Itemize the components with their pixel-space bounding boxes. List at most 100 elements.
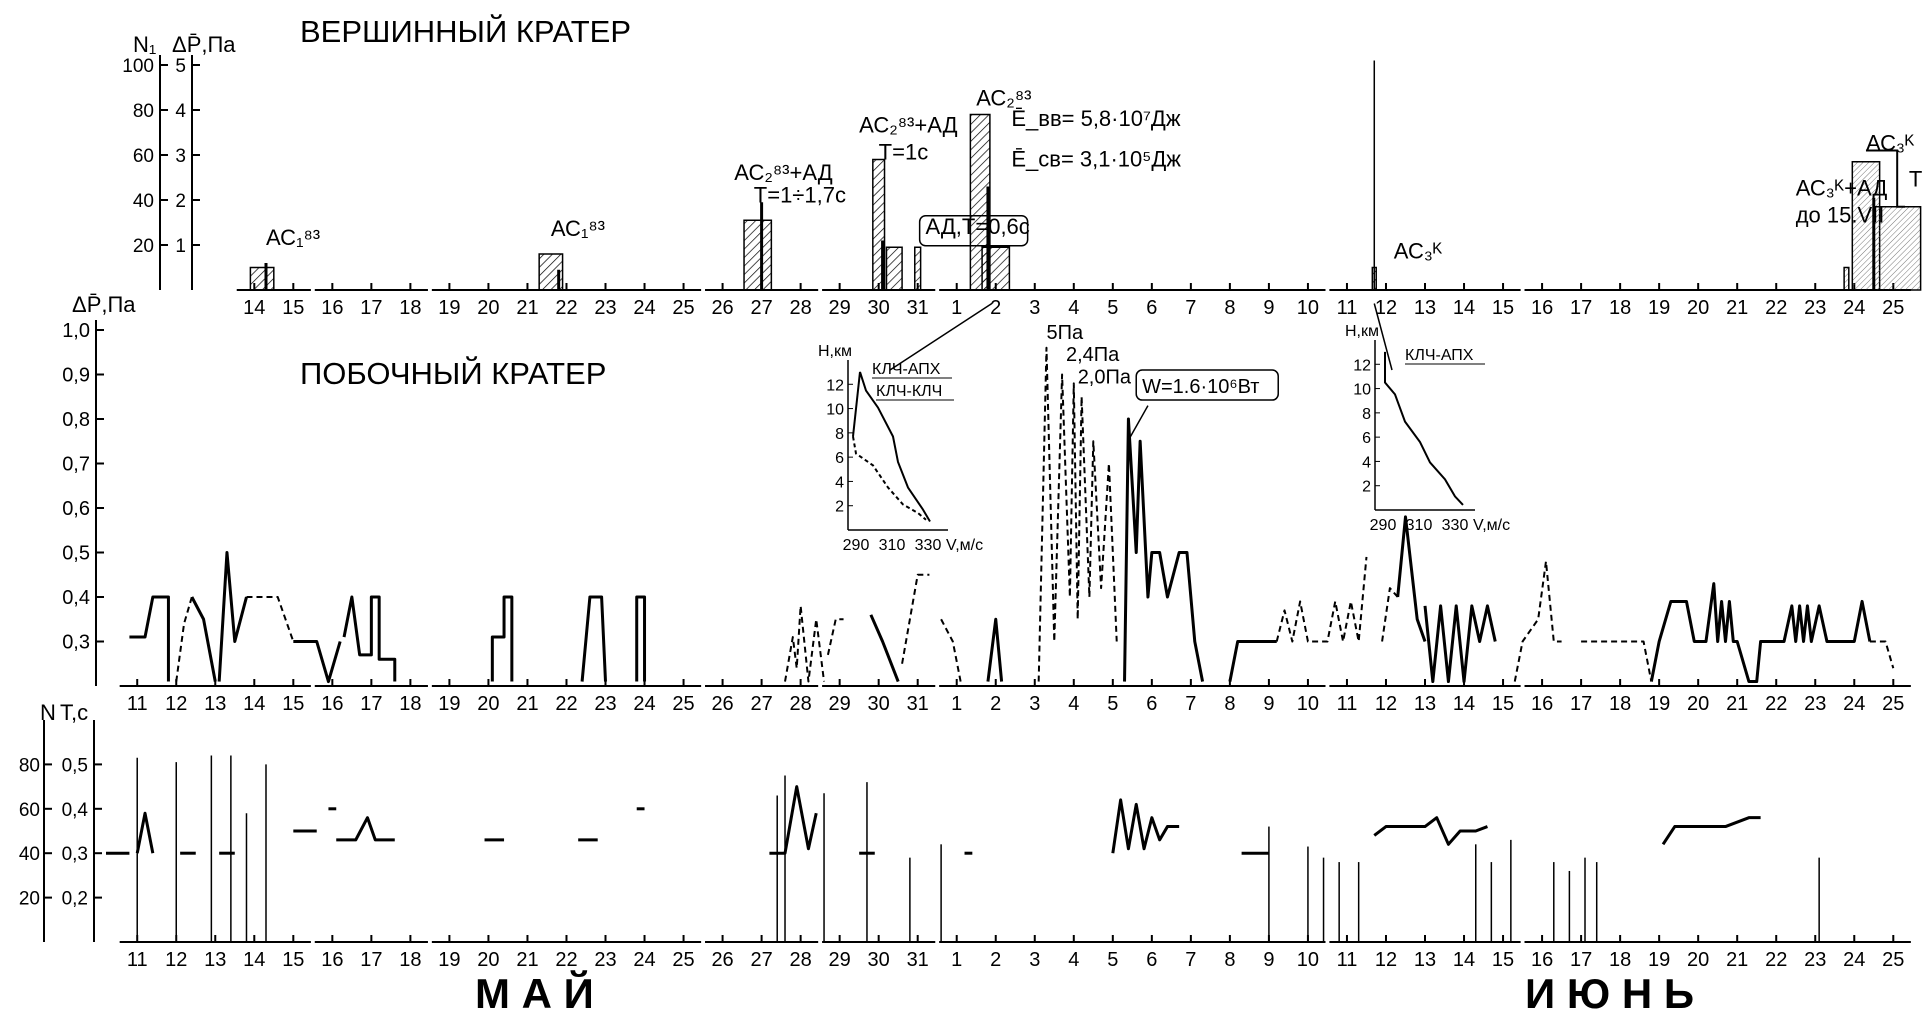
summit-x-tick-label: 29 [829,297,851,319]
inset-profile-line [1384,351,1464,506]
summit-x-tick-label: 30 [868,297,890,319]
inset-y-tick-label: 12 [826,377,844,394]
side-y-tick-label: 0,4 [62,587,90,609]
inset-y-tick-label: 6 [1362,430,1371,447]
summit-x-tick-label: 23 [1804,297,1826,319]
inset-y-axis-label: Н,км [818,343,852,360]
bottom-x-tick-label: 10 [1297,949,1319,971]
side-y-tick-label: 0,7 [62,454,90,476]
side-x-tick-label: 24 [1843,693,1865,715]
summit-x-tick-label: 20 [1687,297,1709,319]
side-power-pointer [1129,405,1149,438]
summit-annotation: АС₁⁸³ [266,225,320,250]
summit-x-tick-label: 25 [672,297,694,319]
summit-dp-axis-label: ΔP̄,Па [172,32,236,57]
inset-x-axis-label: V,м/с [946,537,983,554]
side-series-dashed [1581,640,1653,682]
summit-bar [249,266,275,291]
bottom-x-tick-label: 12 [165,949,187,971]
summit-x-tick-label: 18 [399,297,421,319]
side-x-tick-label: 27 [750,693,772,715]
summit-dp-tick-label: 3 [175,146,186,167]
side-x-tick-label: 19 [1648,693,1670,715]
summit-x-tick-label: 7 [1185,297,1196,319]
bottom-x-tick-label: 21 [1726,949,1748,971]
summit-x-tick-label: 24 [633,297,655,319]
bottom-x-tick-label: 29 [829,949,851,971]
side-x-tick-label: 2 [990,693,1001,715]
side-x-tick-label: 11 [127,693,148,715]
side-x-tick-label: 15 [282,693,304,715]
side-power-annotation: W=1.6·10⁶Вт [1142,376,1259,398]
summit-x-tick-label: 5 [1107,297,1118,319]
bottom-x-tick-label: 25 [1882,949,1904,971]
bottom-x-tick-label: 17 [1570,949,1592,971]
side-series-solid [190,596,217,682]
bottom-x-tick-label: 12 [1375,949,1397,971]
bottom-x-tick-label: 13 [1414,949,1436,971]
summit-x-tick-label: 1 [951,297,962,319]
summit-x-tick-label: 27 [750,297,772,319]
inset-x-tick-label: 290 [843,537,870,554]
side-series-solid [635,595,647,682]
bottom-x-tick-label: 24 [633,949,655,971]
side-x-tick-label: 23 [1804,693,1826,715]
side-peak-annotation: 2,0Па [1078,366,1132,388]
inset-profile-label: КЛЧ-КЛЧ [876,383,942,400]
side-x-tick-label: 12 [1375,693,1397,715]
inset-x-tick-label: 330 [1442,517,1469,534]
side-series-solid [293,640,342,684]
bottom-x-tick-label: 25 [672,949,694,971]
summit-x-tick-label: 25 [1882,297,1904,319]
bottom-x-tick-label: 8 [1224,949,1235,971]
summit-annotation: Т=1с [1909,167,1922,192]
side-x-tick-label: 12 [165,693,187,715]
summit-n-tick-label: 80 [133,101,154,122]
side-x-tick-label: 4 [1068,693,1079,715]
summit-bar [1843,266,1850,291]
bottom-n-tick-label: 20 [19,889,40,910]
summit-x-tick-label: 20 [477,297,499,319]
summit-annotation: Ē_вв= 5,8·10⁷Дж [1011,106,1180,131]
bottom-x-tick-label: 9 [1263,949,1274,971]
side-x-tick-label: 19 [438,693,460,715]
bottom-x-tick-label: 4 [1068,949,1079,971]
side-series-dashed [1513,560,1562,682]
summit-x-tick-label: 15 [282,297,304,319]
bottom-x-tick-label: 22 [1765,949,1787,971]
bottom-x-tick-label: 5 [1107,949,1118,971]
inset-profile-line [852,436,927,521]
summit-bar [981,246,1011,291]
side-series-dashed [901,573,930,664]
summit-annotation: Т=1÷1,7с [754,182,846,207]
inset-y-tick-label: 4 [835,474,844,491]
summit-x-tick-label: 19 [438,297,460,319]
side-series-solid [1228,640,1277,682]
summit-annotation: АС₂⁸³ [976,86,1031,111]
side-x-tick-label: 22 [555,693,577,715]
summit-annotation: АС₂⁸³+АД [734,160,832,185]
side-x-tick-label: 20 [477,693,499,715]
n-t-panel: 20 0,240 0,360 0,480 0,511 12 13 14 15 16 17 18 19 20… [19,720,1911,971]
bottom-t-series [336,816,395,842]
side-x-tick-label: 15 [1492,693,1514,715]
side-x-tick-label: 17 [1570,693,1592,715]
inset-y-tick-label: 4 [1362,454,1371,471]
bottom-x-tick-label: 22 [555,949,577,971]
summit-x-tick-label: 26 [711,297,733,319]
side-series-solid [1396,515,1427,642]
side-x-tick-label: 6 [1146,693,1157,715]
inset-y-tick-label: 10 [1353,382,1371,399]
bottom-x-tick-label: 31 [907,949,929,971]
summit-x-tick-label: 3 [1029,297,1040,319]
side-power-box [1135,369,1279,401]
bottom-t-axis-label: T,с [60,700,88,725]
summit-x-tick-label: 24 [1843,297,1865,319]
bottom-n-tick-label: 80 [19,755,40,776]
summit-x-tick-label: 11 [1337,297,1358,319]
summit-x-tick-label: 12 [1375,297,1397,319]
summit-x-tick-label: 13 [1414,297,1436,319]
side-series-solid [869,614,900,683]
inset-y-tick-label: 12 [1353,357,1371,374]
